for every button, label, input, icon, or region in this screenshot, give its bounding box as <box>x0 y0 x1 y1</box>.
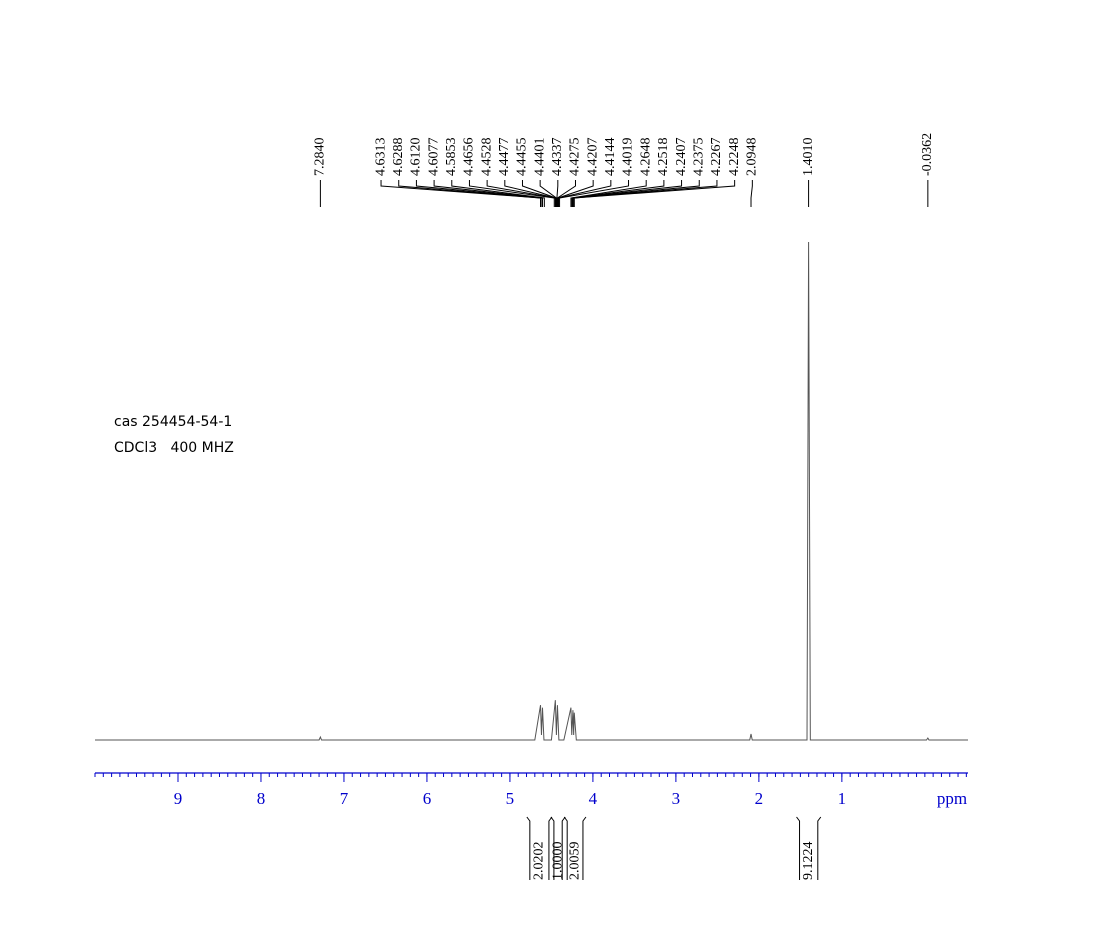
peak-leader <box>539 180 557 207</box>
x-tick-label: 5 <box>506 789 515 808</box>
peak-label: 4.4477 <box>497 138 512 177</box>
peak-leader <box>468 180 555 207</box>
peak-label: 4.2248 <box>727 138 742 177</box>
peak-leader <box>557 180 594 207</box>
peak-leader <box>556 180 559 207</box>
peak-leader <box>571 180 665 207</box>
peak-leader <box>398 180 542 207</box>
peak-label: 4.4528 <box>479 138 494 177</box>
peak-label: 4.2648 <box>638 138 653 177</box>
peak-leader <box>572 180 700 207</box>
peak-label: 7.2840 <box>313 138 328 177</box>
peak-label: 4.4656 <box>462 138 477 177</box>
peak-leader <box>451 180 545 207</box>
peak-label: 4.2267 <box>709 138 724 177</box>
integral-label: 2.0202 <box>532 842 547 881</box>
peak-label: 4.4337 <box>550 138 565 177</box>
peak-leader <box>573 180 718 207</box>
x-tick-label: 1 <box>838 789 847 808</box>
integral-label: 1.0000 <box>550 842 565 881</box>
peak-label: 4.2518 <box>656 138 671 177</box>
peak-leader <box>556 180 576 207</box>
peak-leader <box>750 180 753 207</box>
peak-label: 4.6288 <box>391 138 406 177</box>
x-tick-label: 6 <box>423 789 432 808</box>
peak-label: 2.0948 <box>745 138 760 177</box>
x-tick-label: 8 <box>257 789 266 808</box>
peak-label: 4.6313 <box>373 138 388 177</box>
peak-leader <box>433 180 543 207</box>
integral-label: 9.1224 <box>801 842 816 881</box>
peak-leader <box>570 180 647 207</box>
integral-bracket <box>550 816 566 880</box>
peak-label: 1.4010 <box>801 138 816 177</box>
peak-leader <box>558 180 612 207</box>
peak-label: -0.0362 <box>920 133 935 176</box>
peak-label: 4.5853 <box>444 138 459 177</box>
peak-label: 4.4455 <box>515 138 530 177</box>
integral-bracket <box>563 816 587 880</box>
x-tick-label: 2 <box>755 789 764 808</box>
x-tick-label: 3 <box>672 789 681 808</box>
peak-label: 4.4019 <box>621 138 636 177</box>
peak-label: 4.4401 <box>532 138 547 177</box>
peak-label: 4.6077 <box>426 138 441 177</box>
peak-leader <box>573 180 736 207</box>
peak-label: 4.2375 <box>691 138 706 177</box>
peak-label: 4.4207 <box>585 138 600 177</box>
peak-label: 4.2407 <box>674 138 689 177</box>
peak-label: 4.4144 <box>603 138 618 177</box>
integral-label: 2.0059 <box>567 842 582 881</box>
peak-leader <box>559 180 630 207</box>
annotation: cas 254454-54-1 <box>114 414 232 430</box>
x-tick-label: 4 <box>589 789 598 808</box>
integral-bracket <box>796 816 822 880</box>
x-tick-label: 9 <box>174 789 183 808</box>
annotation: CDCl3 400 MHZ <box>114 440 234 456</box>
integral-bracket <box>526 816 553 880</box>
peak-label: 4.6120 <box>409 138 424 177</box>
x-axis-label: ppm <box>937 789 967 808</box>
peak-leader <box>380 180 542 207</box>
spectrum <box>95 241 968 741</box>
x-tick-label: 7 <box>340 789 349 808</box>
peak-label: 4.4275 <box>568 138 583 177</box>
